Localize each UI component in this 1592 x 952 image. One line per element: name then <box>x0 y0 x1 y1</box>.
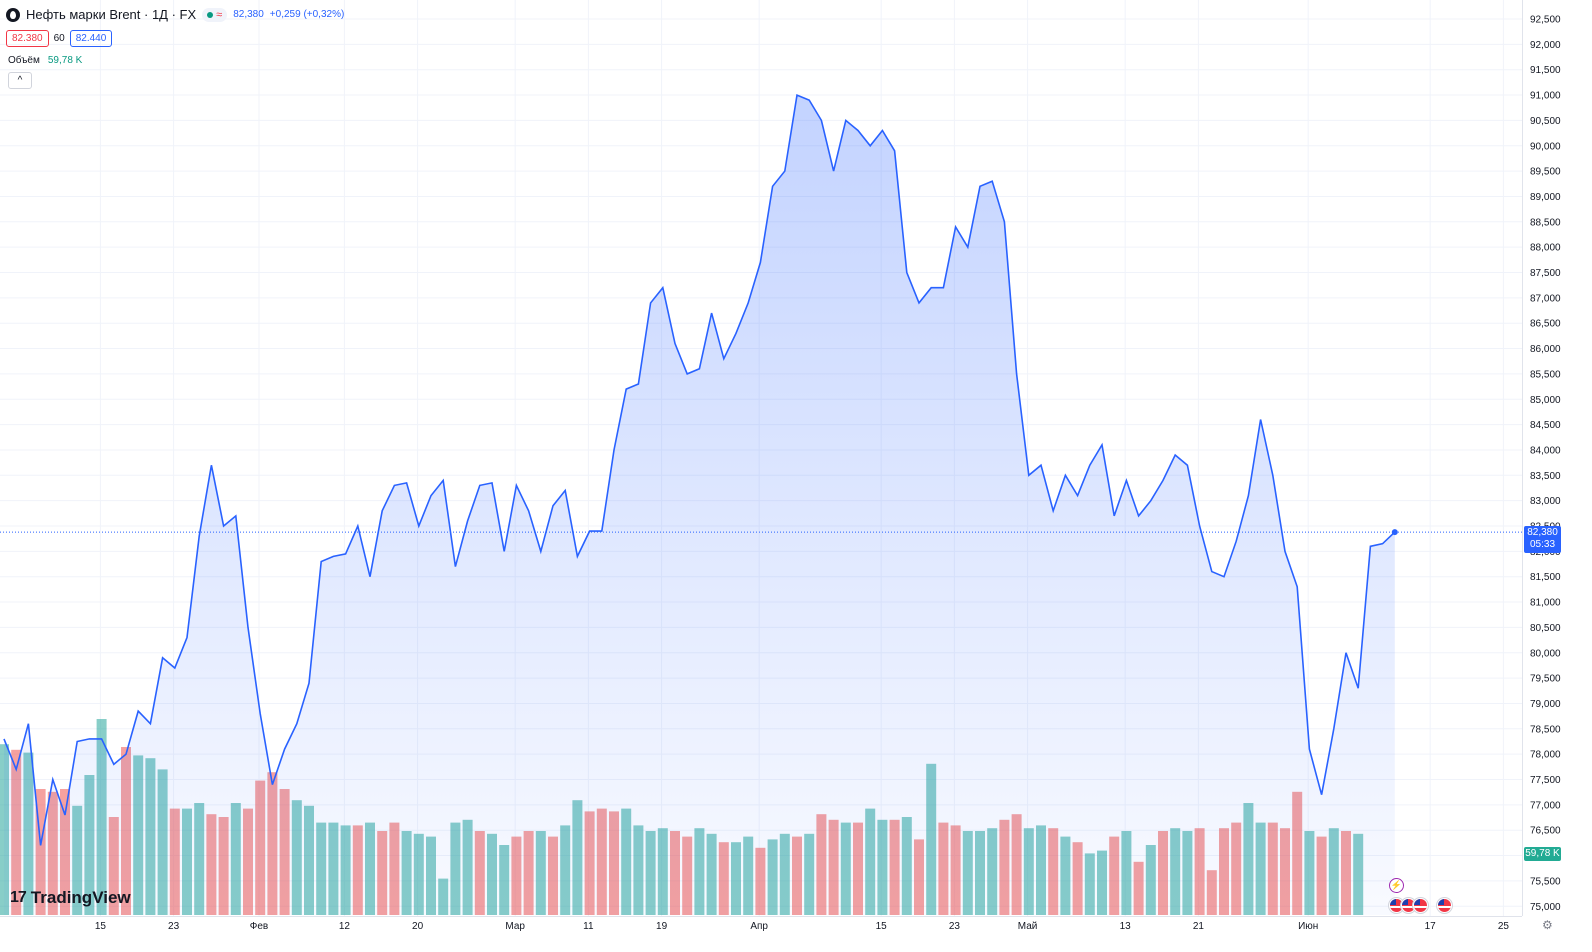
price-tick-label: 79,500 <box>1530 674 1561 685</box>
price-tick-label: 75,000 <box>1530 902 1561 913</box>
us-flag-icon[interactable] <box>1413 898 1428 913</box>
price-tick-label: 77,500 <box>1530 775 1561 786</box>
time-tick-label: 15 <box>876 921 888 932</box>
us-flag-icon[interactable] <box>1437 898 1452 913</box>
time-tick-label: 20 <box>412 921 424 932</box>
us-flag-icon[interactable] <box>1389 898 1404 913</box>
chevron-up-icon[interactable]: ^ <box>8 72 32 89</box>
price-tick-label: 88,500 <box>1530 217 1561 228</box>
oil-drop-icon <box>6 7 20 22</box>
volume-legend: Объём 59,78 K <box>8 55 82 66</box>
tradingview-logo[interactable]: 17 TradingView <box>10 888 131 908</box>
price-tick-label: 81,500 <box>1530 572 1561 583</box>
price-tick-label: 88,000 <box>1530 243 1561 254</box>
gear-icon[interactable]: ⚙ <box>1542 918 1553 932</box>
price-tick-label: 80,500 <box>1530 623 1561 634</box>
bid-ask-row: 82.380 60 82.440 <box>6 30 113 47</box>
price-tick-label: 78,000 <box>1530 750 1561 761</box>
time-tick-label: Апр <box>750 921 768 932</box>
price-tick-label: 89,500 <box>1530 167 1561 178</box>
market-status[interactable]: ≈ <box>202 7 228 22</box>
price-tick-label: 83,500 <box>1530 471 1561 482</box>
time-tick-label: Июн <box>1298 921 1318 932</box>
price-tick-label: 91,000 <box>1530 91 1561 102</box>
price-tick-label: 80,000 <box>1530 648 1561 659</box>
price-tick-label: 91,500 <box>1530 65 1561 76</box>
volume-axis-label: 59,78 K <box>1524 847 1561 861</box>
price-change: +0,259 (+0,32%) <box>269 9 345 20</box>
price-tick-label: 92,000 <box>1530 40 1561 51</box>
time-tick-label: 11 <box>583 921 594 932</box>
price-tick-label: 89,000 <box>1530 192 1561 203</box>
price-tick-label: 87,000 <box>1530 293 1561 304</box>
volume-legend-value: 59,78 K <box>47 55 83 66</box>
last-price-dot <box>1391 529 1398 536</box>
price-line <box>3 93 1396 846</box>
time-tick-label: Май <box>1018 921 1038 932</box>
time-tick-label: 12 <box>339 921 351 932</box>
price-tick-label: 75,500 <box>1530 876 1561 887</box>
price-axis-label: 82,380 05:33 <box>1524 526 1561 553</box>
volume-legend-label[interactable]: Объём <box>8 55 40 66</box>
price-tick-label: 85,500 <box>1530 369 1561 380</box>
price-tick-label: 83,000 <box>1530 496 1561 507</box>
price-axis-label-countdown: 05:33 <box>1529 539 1556 550</box>
market-open-dot-icon <box>207 11 214 18</box>
chart-header: Нефть марки Brent · 1Д · FX ≈ 82,380 +0,… <box>6 7 344 22</box>
price-tick-label: 76,500 <box>1530 826 1561 837</box>
price-axis-label-price: 82,380 <box>1527 527 1558 538</box>
price-area-fill <box>4 95 1395 916</box>
spread-value: 60 <box>53 33 65 44</box>
tv-logo-mark-icon: 17 <box>10 889 27 906</box>
time-tick-label: 23 <box>949 921 961 932</box>
time-tick-label: 21 <box>1193 921 1205 932</box>
symbol-title[interactable]: Нефть марки Brent · 1Д · FX <box>26 7 197 22</box>
price-tick-label: 85,000 <box>1530 395 1561 406</box>
price-tick-label: 87,500 <box>1530 268 1561 279</box>
price-tick-label: 86,500 <box>1530 319 1561 330</box>
time-tick-label: Мар <box>505 921 525 932</box>
brand-name: TradingView <box>30 888 131 907</box>
time-tick-label: 25 <box>1498 921 1510 932</box>
time-tick-label: 23 <box>168 921 180 932</box>
price-tick-label: 81,000 <box>1530 598 1561 609</box>
price-tick-label: 78,500 <box>1530 724 1561 735</box>
price-tick-label: 86,000 <box>1530 344 1561 355</box>
sell-button[interactable]: 82.380 <box>6 30 49 47</box>
time-tick-label: Фев <box>250 921 268 932</box>
price-tick-label: 84,000 <box>1530 445 1561 456</box>
price-tick-label: 79,000 <box>1530 699 1561 710</box>
price-tick-label: 90,000 <box>1530 141 1561 152</box>
time-axis[interactable]: 15 23 Фев 12 20 Мар 11 19 Апр 15 23 Май 13 21 Июн 17 25 <box>95 921 1510 932</box>
price-axis[interactable]: 92,500 92,000 91,500 91,000 90,500 90,000 89,5… <box>1530 15 1561 913</box>
time-tick-label: 19 <box>656 921 668 932</box>
last-price: 82,380 <box>233 9 264 20</box>
price-tick-label: 92,500 <box>1530 15 1561 26</box>
lightning-icon[interactable]: ⚡ <box>1389 878 1404 893</box>
time-tick-label: 17 <box>1425 921 1437 932</box>
price-tick-label: 84,500 <box>1530 420 1561 431</box>
time-tick-label: 13 <box>1120 921 1132 932</box>
live-label: ≈ <box>216 8 223 21</box>
time-tick-label: 15 <box>95 921 107 932</box>
price-tick-label: 90,500 <box>1530 116 1561 127</box>
price-tick-label: 77,000 <box>1530 800 1561 811</box>
buy-button[interactable]: 82.440 <box>69 30 113 47</box>
